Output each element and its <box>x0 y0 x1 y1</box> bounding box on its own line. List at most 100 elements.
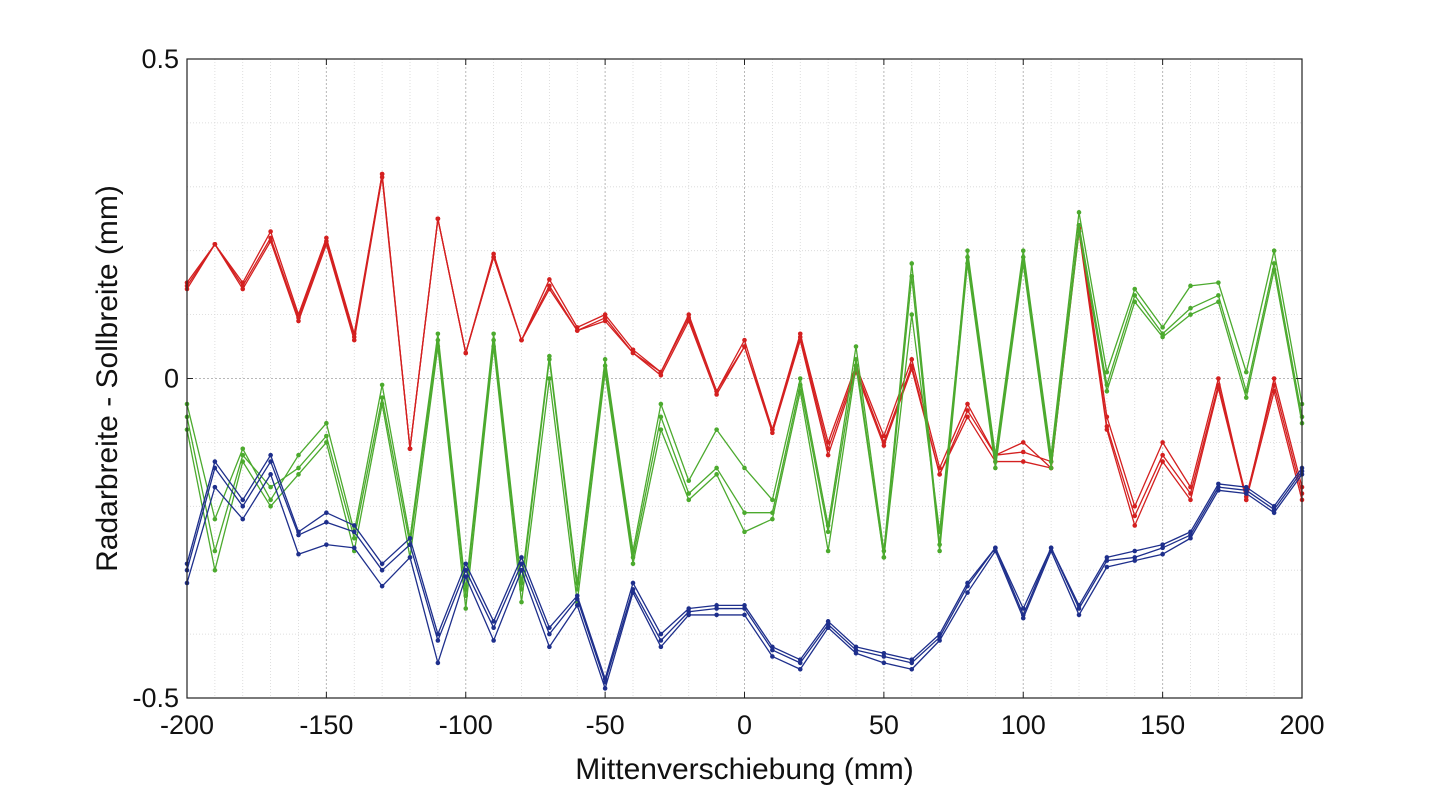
data-point <box>714 465 719 471</box>
data-point <box>351 535 357 541</box>
data-point <box>965 401 970 407</box>
data-point <box>324 433 329 439</box>
data-point <box>686 312 692 317</box>
data-point <box>407 542 413 547</box>
data-point <box>574 328 580 333</box>
x-axis-label: Mittenverschiebung (mm) <box>575 753 913 786</box>
data-point <box>324 542 329 547</box>
data-point <box>797 382 803 388</box>
data-point <box>658 373 664 378</box>
data-point <box>770 516 775 522</box>
data-point <box>965 414 970 420</box>
series-4 <box>184 210 1305 592</box>
data-point <box>1243 395 1249 400</box>
data-point <box>324 440 329 445</box>
data-point <box>268 472 273 477</box>
data-point <box>212 465 218 471</box>
data-point <box>324 242 329 247</box>
y-tick-label: 0.5 <box>141 44 179 74</box>
data-point <box>1132 299 1138 305</box>
data-point <box>1160 542 1165 547</box>
data-point <box>797 660 803 666</box>
data-point <box>463 350 469 356</box>
data-point <box>1020 254 1026 260</box>
data-point <box>240 452 246 458</box>
data-point <box>435 638 441 643</box>
data-point <box>714 472 719 477</box>
data-point <box>742 510 747 515</box>
data-point <box>937 472 942 477</box>
data-point <box>268 504 273 509</box>
data-point <box>1160 551 1165 557</box>
data-point <box>1271 510 1277 515</box>
x-tick-label: 50 <box>869 710 899 740</box>
data-point <box>407 446 413 452</box>
data-point <box>1076 229 1082 234</box>
data-point <box>547 353 552 359</box>
data-point <box>602 369 608 375</box>
data-point <box>1243 484 1249 490</box>
data-point <box>630 587 636 592</box>
data-point <box>1160 440 1165 445</box>
x-tick-label: -50 <box>586 710 625 740</box>
data-point <box>909 660 915 666</box>
data-point <box>825 625 831 631</box>
data-point <box>714 606 719 611</box>
data-point <box>1076 606 1082 611</box>
data-point <box>212 242 218 247</box>
data-point <box>909 357 915 362</box>
data-point <box>574 593 580 599</box>
data-point <box>1020 440 1026 445</box>
data-point <box>853 647 859 653</box>
data-point <box>1243 497 1249 503</box>
data-point <box>491 254 496 260</box>
data-point <box>965 583 970 589</box>
data-point <box>825 452 831 458</box>
data-point <box>1216 484 1221 490</box>
data-point <box>909 273 915 279</box>
data-point <box>1216 488 1221 493</box>
data-point <box>881 660 887 666</box>
data-point <box>1020 606 1026 611</box>
data-point <box>602 318 608 324</box>
data-point <box>686 609 692 615</box>
data-point <box>1132 548 1138 554</box>
data-point <box>797 666 803 672</box>
data-point <box>351 529 357 535</box>
data-point <box>1271 248 1277 253</box>
data-point <box>686 478 692 484</box>
data-point <box>1243 488 1249 493</box>
data-point <box>574 603 580 608</box>
data-point <box>1132 504 1138 509</box>
series-8 <box>184 459 1305 685</box>
data-point <box>268 235 273 241</box>
x-tick-label: -100 <box>439 710 493 740</box>
data-point <box>825 529 831 535</box>
data-point <box>324 235 329 241</box>
data-point <box>825 622 831 627</box>
grid <box>186 58 1303 699</box>
data-point <box>770 647 775 653</box>
data-point <box>1048 545 1054 551</box>
data-point <box>658 644 664 650</box>
data-point <box>519 337 524 343</box>
data-point <box>1188 535 1193 541</box>
data-point <box>351 523 357 528</box>
data-point <box>1271 382 1277 388</box>
data-point <box>630 350 636 356</box>
data-point <box>240 459 246 464</box>
data-point <box>825 548 831 554</box>
data-point <box>1271 388 1277 394</box>
data-point <box>435 344 441 349</box>
data-point <box>240 497 246 503</box>
data-point <box>937 638 942 643</box>
data-point <box>324 519 329 525</box>
data-point <box>212 567 218 573</box>
data-point <box>296 452 301 458</box>
data-point <box>1243 491 1249 496</box>
data-point <box>268 229 273 234</box>
series-6 <box>184 229 1305 611</box>
data-point <box>491 619 496 624</box>
data-point <box>825 619 831 624</box>
